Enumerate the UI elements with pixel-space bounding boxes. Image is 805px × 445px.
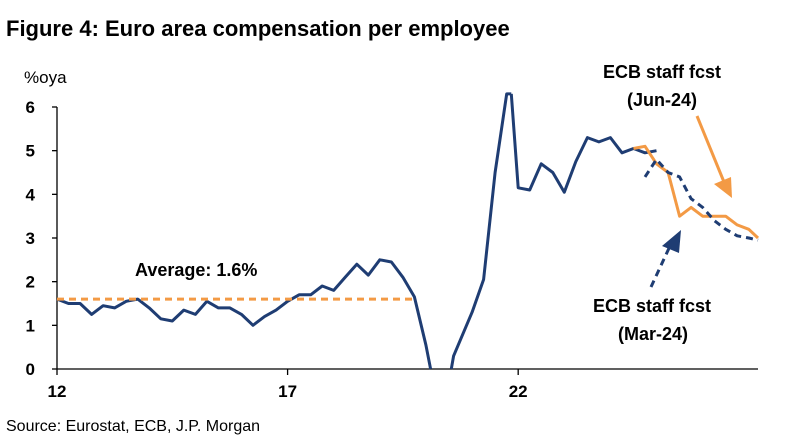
- y-tick-label: 3: [26, 229, 35, 248]
- series-line-actual: [56, 258, 433, 370]
- series-line-actual-2020-21: [449, 92, 512, 370]
- mar-forecast-label-line1: ECB staff fcst: [593, 296, 711, 316]
- source-note: Source: Eurostat, ECB, J.P. Morgan: [6, 418, 260, 435]
- y-tick-label: 1: [26, 316, 35, 335]
- mar-forecast-arrow: [649, 230, 681, 288]
- series-line-ecb-staff-fcst-jun-24: [633, 144, 760, 240]
- y-tick-label: 6: [26, 98, 35, 117]
- jun-forecast-label-line2: (Jun-24): [627, 90, 697, 110]
- average-annotation: Average: 1.6%: [135, 260, 257, 280]
- jun-forecast-arrow: [695, 115, 732, 198]
- x-ticks: 12 17 22: [48, 369, 528, 401]
- y-tick-label: 5: [26, 142, 35, 161]
- y-tick-label: 4: [26, 185, 36, 204]
- y-tick-label: 2: [26, 273, 35, 292]
- x-tick-label: 12: [48, 382, 67, 401]
- y-ticks: 0 1 2 3 4 5 6: [26, 98, 57, 379]
- series-line-actual-recent: [509, 93, 657, 194]
- mar-forecast-label-line2: (Mar-24): [618, 324, 688, 344]
- jun-forecast-label-line1: ECB staff fcst: [603, 62, 721, 82]
- y-tick-label: 0: [26, 360, 35, 379]
- y-axis-unit: %oya: [24, 68, 67, 87]
- x-tick-label: 17: [278, 382, 297, 401]
- chart-title: Figure 4: Euro area compensation per emp…: [6, 16, 510, 41]
- series-layer: [56, 92, 760, 370]
- series-line-ecb-staff-fcst-mar-24: [643, 157, 759, 242]
- x-tick-label: 22: [509, 382, 528, 401]
